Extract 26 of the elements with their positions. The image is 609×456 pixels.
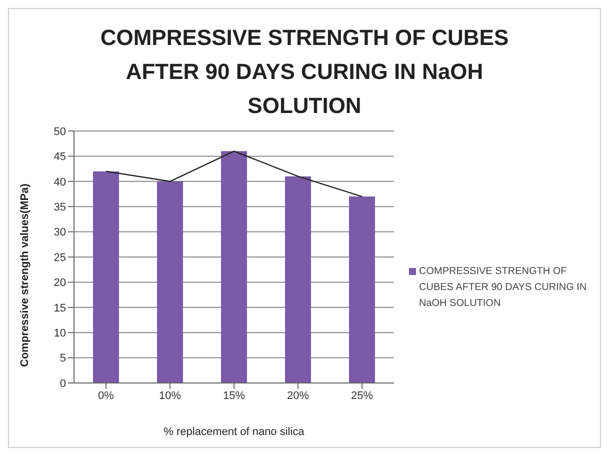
- bar: [221, 151, 247, 383]
- x-tick-label: 10%: [158, 390, 182, 402]
- x-tick-label: 25%: [350, 390, 374, 402]
- y-tick-label: 40: [54, 176, 66, 188]
- x-tick-label: 0%: [98, 390, 114, 402]
- bar: [285, 176, 311, 383]
- x-tick-label: 20%: [286, 390, 310, 402]
- y-axis-title: Compressive strength values(MPa): [18, 183, 31, 367]
- bar: [157, 181, 183, 383]
- y-tick-label: 20: [54, 277, 66, 290]
- y-tick-label: 25: [54, 252, 66, 264]
- y-tick-label: 5: [60, 352, 66, 365]
- x-axis-title: % replacement of nano silica: [164, 426, 306, 438]
- y-tick-label: 10: [54, 328, 66, 340]
- y-tick-label: 35: [54, 202, 66, 214]
- bar: [349, 196, 375, 383]
- chart-title: COMPRESSIVE STRENGTH OF CUBES AFTER 90 DAYS CURING IN NaOH SOLUTION: [99, 24, 510, 120]
- bar: [93, 171, 119, 383]
- y-tick-label: 30: [54, 226, 66, 239]
- y-tick-label: 15: [54, 302, 66, 314]
- y-tick-label: 45: [54, 151, 66, 164]
- x-tick-label: 15%: [222, 390, 246, 402]
- legend-label: COMPRESSIVE STRENGTH OF CUBES AFTER 90 DAYS CURING IN NaOH SOLUTION: [419, 265, 588, 311]
- line-series: [105, 150, 363, 198]
- y-tick-label: 50: [54, 126, 66, 138]
- y-tick-label: 0: [60, 378, 66, 390]
